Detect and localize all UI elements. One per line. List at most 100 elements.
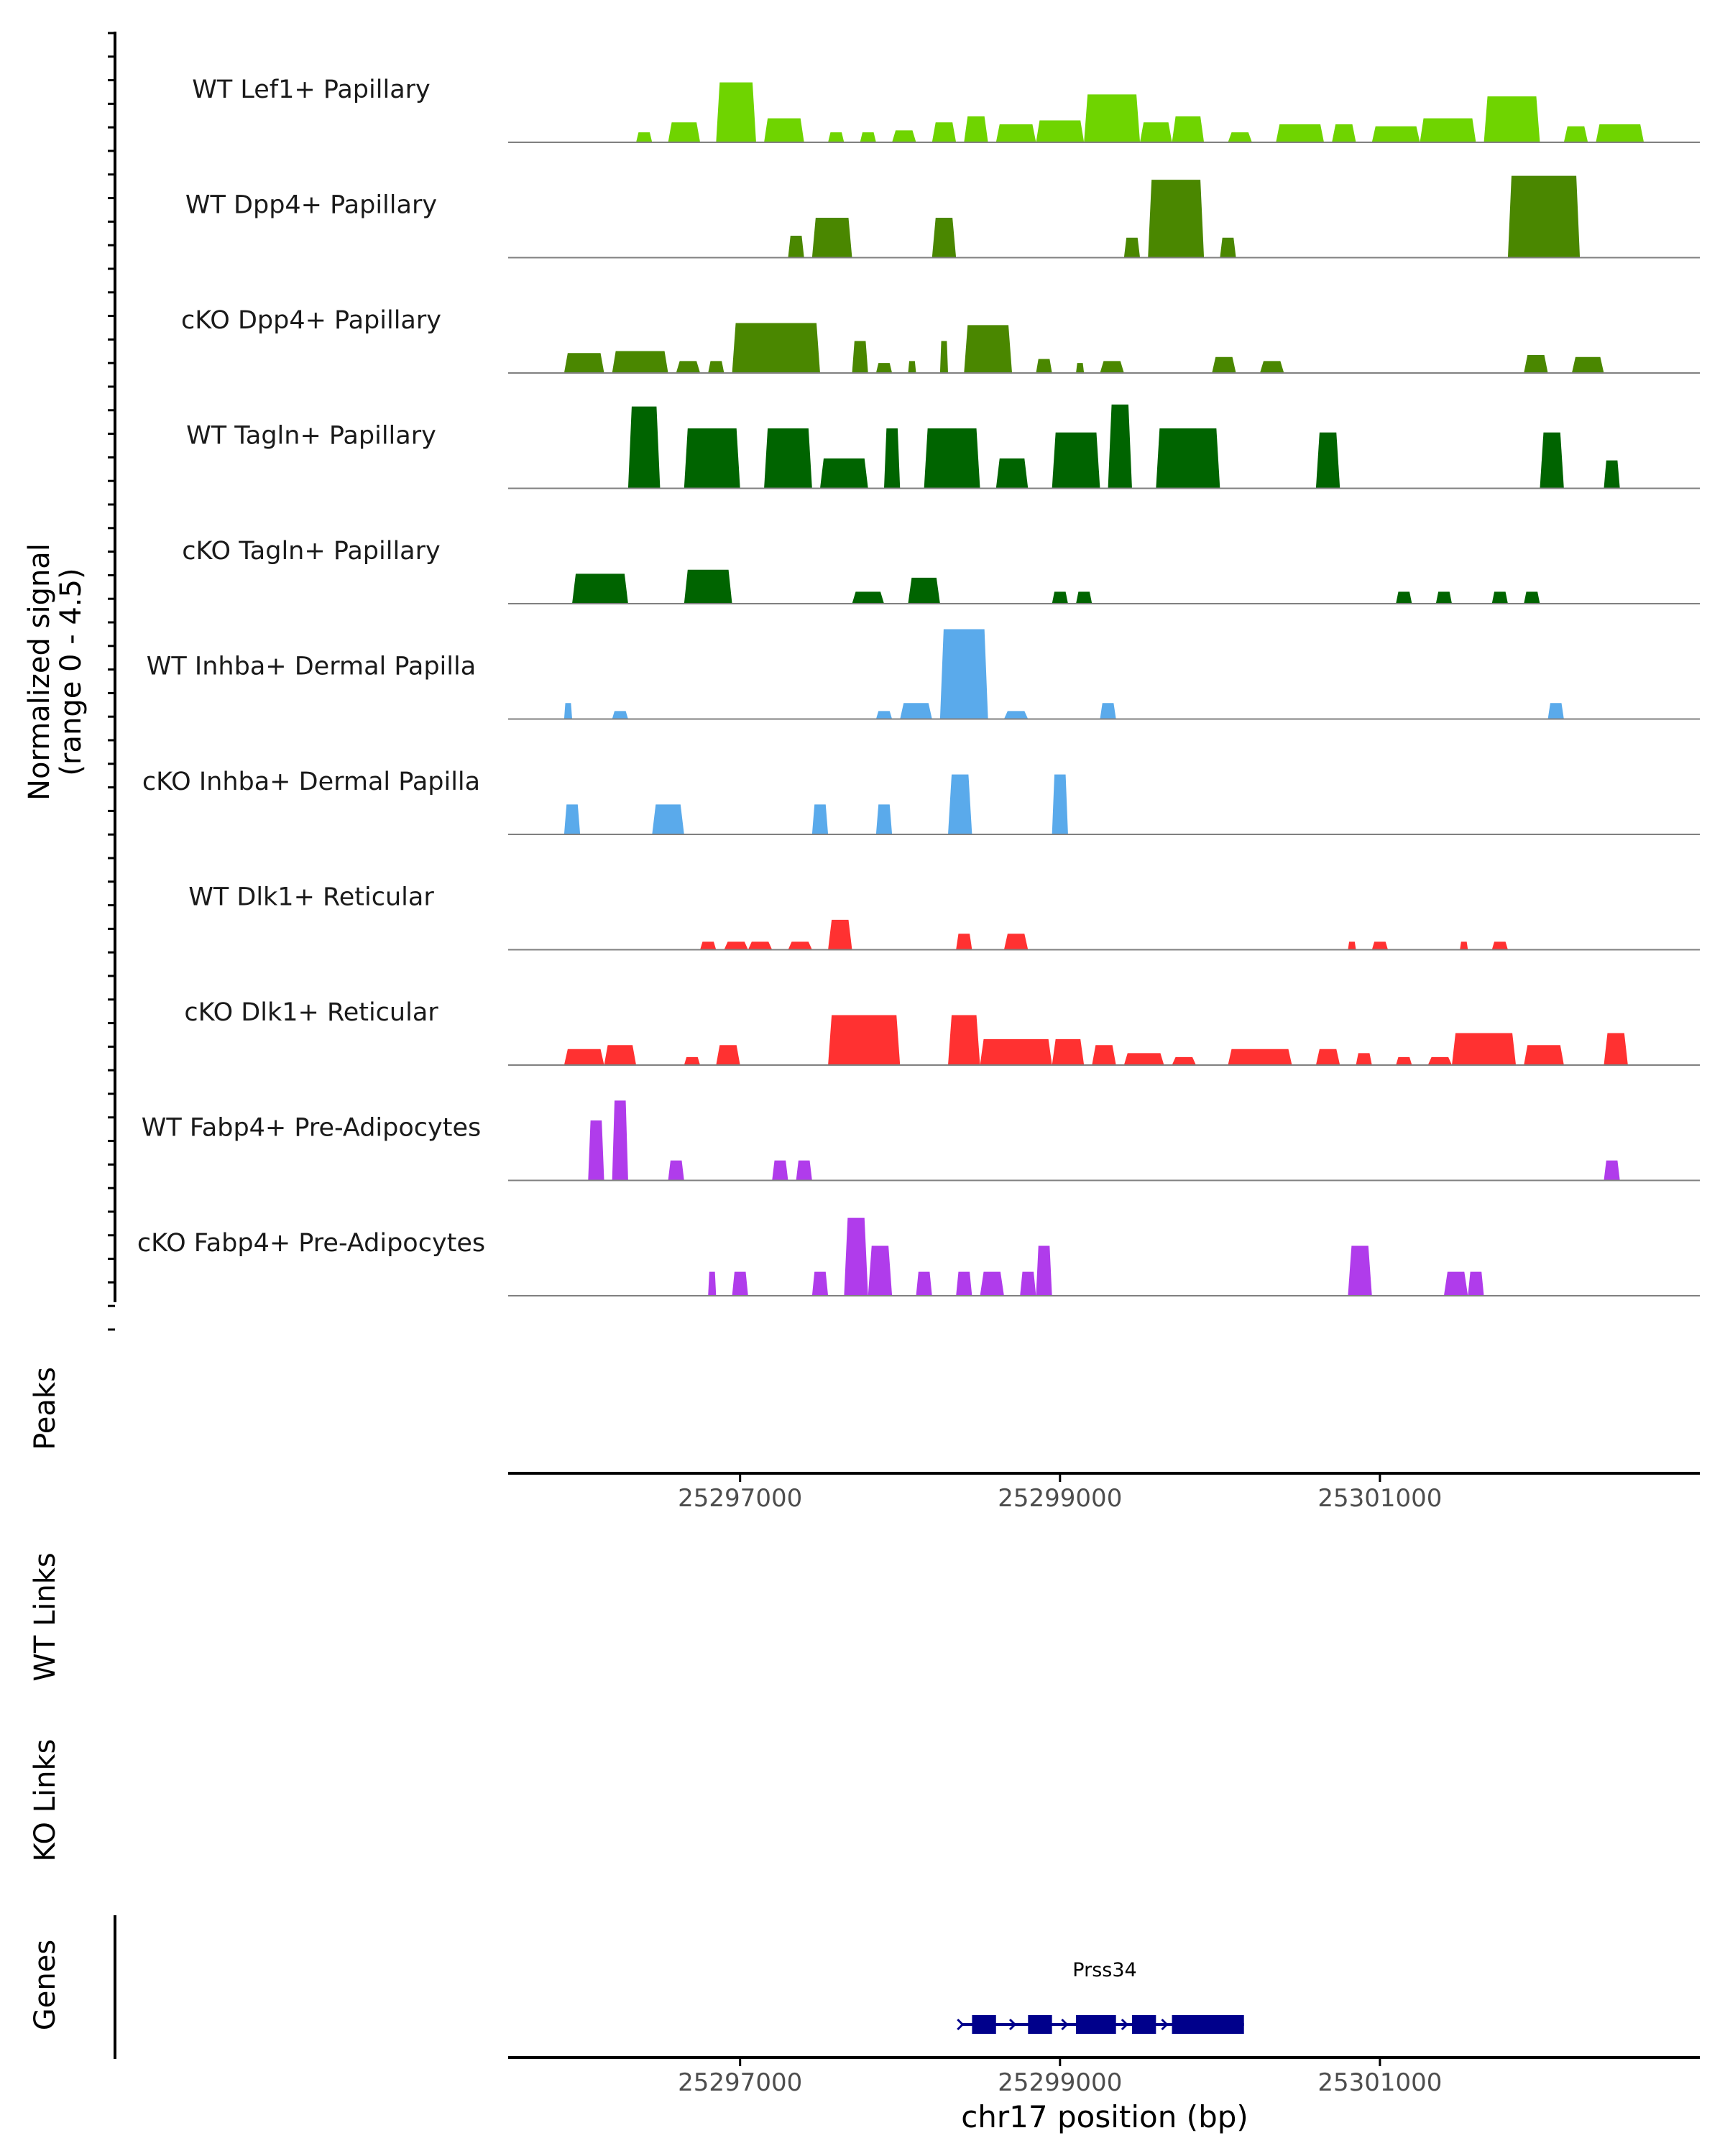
- signal-bin: [1148, 180, 1205, 258]
- x-tick-label: 25299000: [998, 2068, 1122, 2097]
- track-10: WT Fabp4+ Pre-Adipocytes: [142, 1100, 1700, 1181]
- track-label: WT Lef1+ Papillary: [192, 75, 431, 104]
- signal-bin: [564, 1049, 604, 1065]
- signal-bin: [716, 82, 756, 142]
- signal-bin: [1396, 1056, 1412, 1065]
- signal-bin: [908, 577, 940, 604]
- signal-bin: [612, 711, 628, 719]
- signal-bin: [948, 774, 972, 834]
- signal-bin: [939, 341, 949, 373]
- signal-bin: [572, 573, 628, 604]
- track-title-genes: Genes: [29, 1940, 62, 2030]
- signal-bin: [1100, 361, 1124, 373]
- signal-bin: [1460, 941, 1468, 950]
- signal-bin: [875, 363, 893, 373]
- signal-bin: [811, 804, 829, 834]
- track-2: WT Dpp4+ Papillary: [185, 175, 1700, 259]
- signal-bin: [1172, 116, 1205, 142]
- signal-bin: [1524, 591, 1540, 604]
- signal-bin: [668, 122, 701, 142]
- track-8: WT Dlk1+ Reticular: [188, 883, 1700, 951]
- signal-bin: [1092, 1045, 1116, 1065]
- track-title-peaks: Peaks: [29, 1367, 62, 1450]
- signal-bin: [980, 1271, 1004, 1296]
- x-tick-label: 25297000: [678, 2068, 802, 2097]
- signal-bin: [1571, 356, 1604, 373]
- signal-bin: [868, 1245, 893, 1296]
- signal-bin: [612, 351, 668, 373]
- strand-arrow: [1008, 2018, 1017, 2031]
- signal-bin: [1371, 941, 1389, 950]
- signal-bin: [900, 703, 932, 719]
- signal-bin: [1228, 1049, 1292, 1065]
- gene-model: [957, 2015, 1244, 2034]
- signal-bin: [844, 1217, 868, 1296]
- track-label: WT Fabp4+ Pre-Adipocytes: [142, 1114, 481, 1143]
- signal-bin: [1452, 1033, 1517, 1065]
- signal-bin: [995, 124, 1036, 142]
- signal-bin: [612, 1100, 628, 1181]
- strand-arrow: [1061, 2018, 1069, 2031]
- signal-bin: [1123, 1053, 1164, 1065]
- x-tick-label: 25301000: [1317, 2068, 1442, 2097]
- signal-bin: [732, 1271, 748, 1296]
- track-7: cKO Inhba+ Dermal Papilla: [142, 768, 1700, 835]
- signal-bin: [1052, 432, 1100, 489]
- signal-bin: [1507, 175, 1581, 258]
- y-axis-title-line2: (range 0 - 4.5): [55, 568, 88, 775]
- signal-bin: [564, 353, 604, 373]
- signal-bin: [588, 1120, 604, 1181]
- signal-bin: [980, 1038, 1052, 1065]
- x-tick-label: 25299000: [998, 1484, 1122, 1513]
- signal-bin: [828, 1015, 901, 1065]
- signal-bin: [1563, 126, 1588, 142]
- signal-bin: [852, 341, 868, 373]
- signal-bin: [1140, 122, 1172, 142]
- signal-bin: [1332, 124, 1356, 142]
- signal-bin: [1052, 774, 1068, 834]
- signal-bin: [860, 132, 876, 142]
- track-label: cKO Tagln+ Papillary: [182, 537, 441, 566]
- signal-bin: [948, 1015, 980, 1065]
- track-4: WT Tagln+ Papillary: [186, 404, 1700, 489]
- peaks-x-axis-ticks: 25297000 25299000 25301000: [678, 1473, 1442, 1513]
- signal-bin: [1076, 591, 1092, 604]
- signal-bin: [708, 361, 724, 373]
- track-1: WT Lef1+ Papillary: [192, 75, 1700, 143]
- signal-bin: [1524, 1045, 1564, 1065]
- signal-bin: [1084, 94, 1141, 142]
- gene-label: Prss34: [1072, 1959, 1136, 1981]
- signal-bin: [1108, 404, 1132, 489]
- signal-bin: [1212, 356, 1236, 373]
- signal-bin: [852, 591, 884, 604]
- signal-bin: [875, 711, 893, 719]
- signal-bin: [684, 1056, 701, 1065]
- signal-bin: [684, 569, 732, 604]
- signal-bin: [668, 1160, 684, 1181]
- signal-bin: [883, 428, 901, 489]
- track-9: cKO Dlk1+ Reticular: [184, 998, 1700, 1066]
- signal-bin: [1020, 1271, 1036, 1296]
- signal-bin: [1052, 591, 1068, 604]
- gene-exon: [1131, 2015, 1156, 2034]
- signal-bin: [1348, 1245, 1372, 1296]
- track-label: WT Dpp4+ Papillary: [185, 191, 437, 220]
- signal-bin: [772, 1160, 788, 1181]
- signal-bin: [1172, 1056, 1196, 1065]
- signal-bin: [636, 132, 653, 142]
- y-axis-ticks: [108, 32, 115, 1331]
- signal-bin: [1276, 124, 1325, 142]
- track-6: WT Inhba+ Dermal Papilla: [147, 629, 1700, 720]
- signal-bin: [939, 629, 988, 719]
- signal-bin: [1435, 591, 1453, 604]
- signal-bin: [764, 428, 812, 489]
- signal-bin: [684, 428, 740, 489]
- x-axis-title: chr17 position (bp): [961, 2099, 1248, 2134]
- signal-bin: [1036, 359, 1052, 373]
- signal-bin: [1420, 118, 1476, 142]
- y-axis-title-line1: Normalized signal: [23, 543, 56, 801]
- signal-bin: [819, 458, 868, 489]
- track-3: cKO Dpp4+ Papillary: [181, 306, 1700, 374]
- signal-bin: [1484, 96, 1540, 142]
